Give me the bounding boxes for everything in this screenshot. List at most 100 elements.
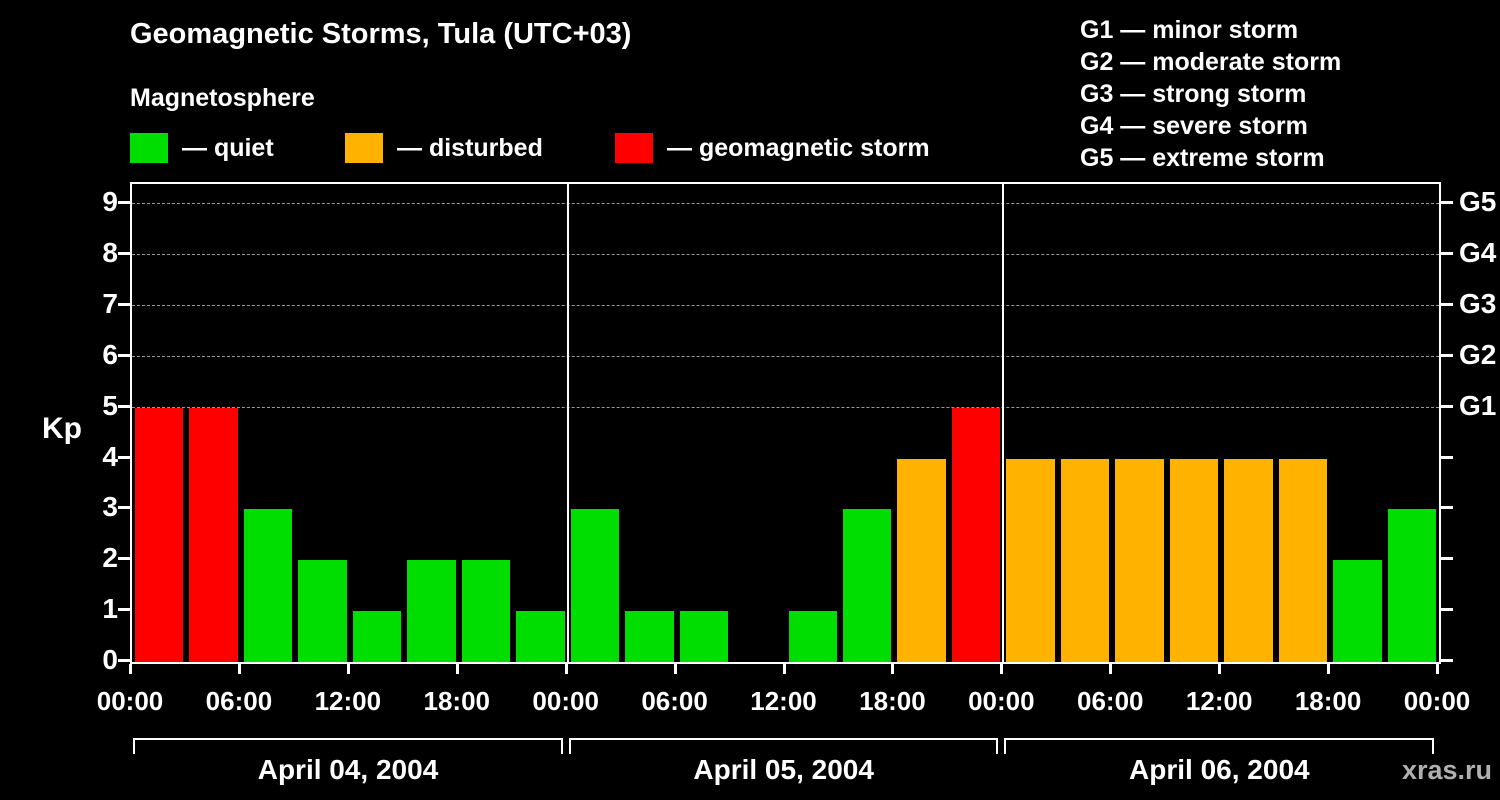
legend-item-disturbed: — disturbed	[345, 133, 543, 163]
x-tick-mark	[673, 664, 677, 674]
x-tick-mark	[1436, 664, 1439, 674]
storm-scale-item-g3: G3 — strong storm	[1080, 80, 1307, 108]
x-tick-label: 06:00	[641, 686, 708, 716]
kp-bar	[461, 560, 511, 662]
x-tick-mark	[346, 664, 350, 674]
g-level-label: G2	[1459, 338, 1497, 370]
day-date-label: April 05, 2004	[693, 754, 874, 785]
storm-scale-legend: G1 — minor storm G2 — moderate storm G3 …	[1080, 14, 1341, 174]
y-tick-mark-right	[1441, 404, 1453, 408]
x-tick-label: 12:00	[750, 686, 817, 716]
kp-bar	[951, 407, 1001, 662]
y-tick-mark-right	[1441, 455, 1453, 459]
gridline-kp9	[132, 203, 1439, 205]
legend-item-disturbed-label: — disturbed	[397, 133, 543, 162]
plot-area	[130, 182, 1441, 664]
y-tick-label: 1	[102, 593, 118, 625]
gridline-kp6	[132, 355, 1439, 357]
y-tick-label: 9	[102, 186, 118, 218]
kp-bar	[897, 458, 946, 662]
y-tick-mark	[118, 201, 130, 205]
quiet-swatch-icon	[130, 133, 168, 163]
x-tick-label: 00:00	[532, 686, 599, 716]
day-separator	[566, 184, 569, 662]
day-date-label: April 04, 2004	[257, 754, 439, 785]
g-level-label: G5	[1459, 186, 1497, 218]
kp-bar	[1115, 458, 1164, 662]
storm-scale-item-g4: G4 — severe storm	[1080, 112, 1308, 140]
gridline-kp5	[132, 406, 1439, 408]
y-tick-mark-right	[1441, 557, 1453, 561]
y-tick-mark-right	[1441, 608, 1453, 612]
x-tick-mark	[1218, 664, 1222, 674]
legend-item-quiet-label: — quiet	[182, 133, 274, 162]
kp-bar	[1224, 458, 1273, 662]
x-tick-mark	[1000, 664, 1004, 674]
kp-bar	[570, 509, 620, 662]
x-tick-label: 06:00	[1077, 686, 1144, 716]
x-tick-label: 00:00	[968, 686, 1035, 716]
gridline-kp7	[132, 305, 1439, 307]
kp-bar	[1333, 560, 1382, 662]
y-tick-mark	[118, 303, 130, 307]
y-tick-mark	[118, 252, 130, 256]
x-tick-mark	[564, 664, 568, 674]
x-tick-label: 00:00	[96, 686, 164, 716]
page-title: Geomagnetic Storms, Tula (UTC+03)	[130, 18, 632, 50]
y-tick-mark-right	[1441, 506, 1453, 510]
x-tick-mark	[1109, 664, 1113, 674]
storm-scale-item-g5: G5 — extreme storm	[1080, 144, 1325, 172]
watermark: xras.ru	[1401, 755, 1492, 785]
y-tick-label: 4	[102, 440, 118, 472]
day-bracket	[133, 738, 563, 754]
x-tick-mark	[1327, 664, 1331, 674]
storm-scale-item-g1: G1 — minor storm	[1080, 16, 1299, 44]
g-level-label: G3	[1459, 288, 1497, 320]
storm-swatch-icon	[615, 133, 653, 163]
kp-bar	[1169, 458, 1219, 662]
legend-item-quiet: — quiet	[130, 133, 274, 163]
legend-item-storm-label: — geomagnetic storm	[667, 133, 930, 162]
y-tick-label: 0	[102, 644, 118, 675]
x-tick-label: 18:00	[1294, 686, 1362, 716]
kp-bar	[625, 611, 674, 662]
y-tick-mark	[118, 557, 130, 561]
kp-bar	[1278, 458, 1328, 662]
day-bracket	[568, 738, 999, 754]
g-level-label: G4	[1459, 237, 1497, 269]
x-tick-mark	[782, 664, 786, 674]
kp-bar	[298, 560, 347, 662]
y-tick-mark	[118, 506, 130, 510]
y-tick-mark	[118, 455, 130, 459]
y-tick-label: 7	[102, 288, 118, 320]
legend-title: Magnetosphere	[130, 84, 315, 112]
kp-bar	[243, 509, 293, 662]
kp-bar	[135, 407, 184, 662]
kp-bar	[1006, 458, 1055, 662]
gridline-kp8	[132, 254, 1439, 256]
kp-bar	[842, 509, 892, 662]
y-axis-title: Kp	[42, 412, 82, 445]
x-tick-mark	[237, 664, 241, 674]
storm-scale-item-g2: G2 — moderate storm	[1080, 48, 1342, 76]
x-tick-label: 18:00	[423, 686, 491, 716]
y-tick-mark	[118, 608, 130, 612]
x-tick-label: 00:00	[1403, 686, 1471, 716]
x-tick-label: 12:00	[1185, 686, 1253, 716]
kp-bar	[788, 611, 837, 662]
kp-bar	[1060, 458, 1110, 662]
y-tick-mark-right	[1441, 353, 1453, 357]
y-tick-mark	[118, 404, 130, 408]
x-tick-label: 12:00	[314, 686, 382, 716]
day-separator	[1002, 184, 1005, 662]
y-tick-label: 5	[102, 389, 118, 421]
y-tick-mark	[118, 353, 130, 357]
x-tick-mark	[455, 664, 459, 674]
day-bracket	[1004, 738, 1434, 754]
kp-bar	[189, 407, 238, 662]
y-tick-mark-right	[1441, 303, 1453, 307]
kp-bar	[407, 560, 456, 662]
kp-bar	[352, 611, 402, 662]
x-tick-mark	[129, 664, 132, 674]
